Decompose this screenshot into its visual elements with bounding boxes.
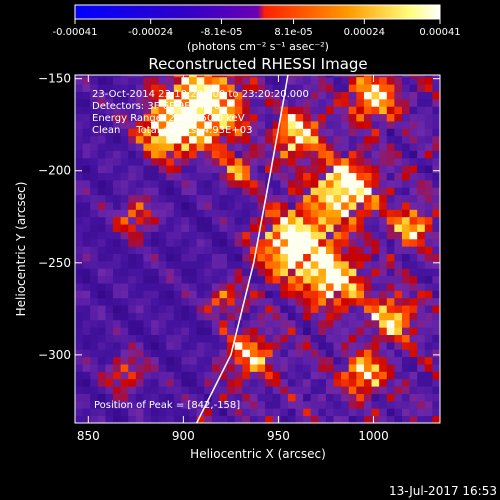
y-tick-label: −300	[38, 348, 71, 362]
colorbar-tick-label: -0.00024	[128, 27, 173, 38]
x-axis-label: Heliocentric X (arcsec)	[190, 447, 326, 461]
x-tick-label: 950	[267, 429, 290, 443]
colorbar-tick-label: -0.00041	[53, 27, 98, 38]
colorbar-unit-label: (photons cm⁻² s⁻¹ asec⁻²)	[187, 40, 329, 53]
x-tick-label: 900	[172, 429, 195, 443]
colorbar	[74, 4, 441, 20]
colorbar-tick-label: 0.00024	[344, 27, 385, 38]
y-tick-label: −150	[38, 72, 71, 86]
chart-title: Reconstructed RHESSI Image	[148, 55, 367, 73]
annotation-time-range: 23-Oct-2014 23:10:20.000 to 23:20:20.000	[92, 89, 309, 100]
annotation-detectors: Detectors: 3F 6F 9F, Att 0	[92, 101, 220, 112]
annotation-counts: Clean Total counts: 4.93E+03	[92, 125, 252, 136]
colorbar-tick-label: 8.1e-05	[274, 27, 312, 38]
x-tick-label: 1000	[358, 429, 389, 443]
peak-position-label: Position of Peak = [842,-158]	[94, 400, 240, 411]
colorbar-ticks: -0.00041 -0.00024 -8.1e-05 8.1e-05 0.00024 0.…	[53, 19, 461, 38]
footer-timestamp: 13-Jul-2017 16:53	[389, 484, 497, 498]
colorbar-tick-label: 0.00041	[419, 27, 460, 38]
y-tick-label: −250	[38, 256, 71, 270]
annotation-energy-range: Energy Range: 25.0 - 50.0 keV	[92, 113, 245, 124]
colorbar-tick-label: -8.1e-05	[200, 27, 242, 38]
plot-axes: 850 900 950 1000 −150 −200 −250 −300	[38, 72, 440, 443]
plot-frame	[74, 74, 441, 424]
solar-limb-curve	[195, 75, 289, 423]
x-tick-label: 850	[77, 429, 100, 443]
y-tick-label: −200	[38, 164, 71, 178]
y-axis-label: Heliocentric Y (arcsec)	[14, 182, 28, 317]
